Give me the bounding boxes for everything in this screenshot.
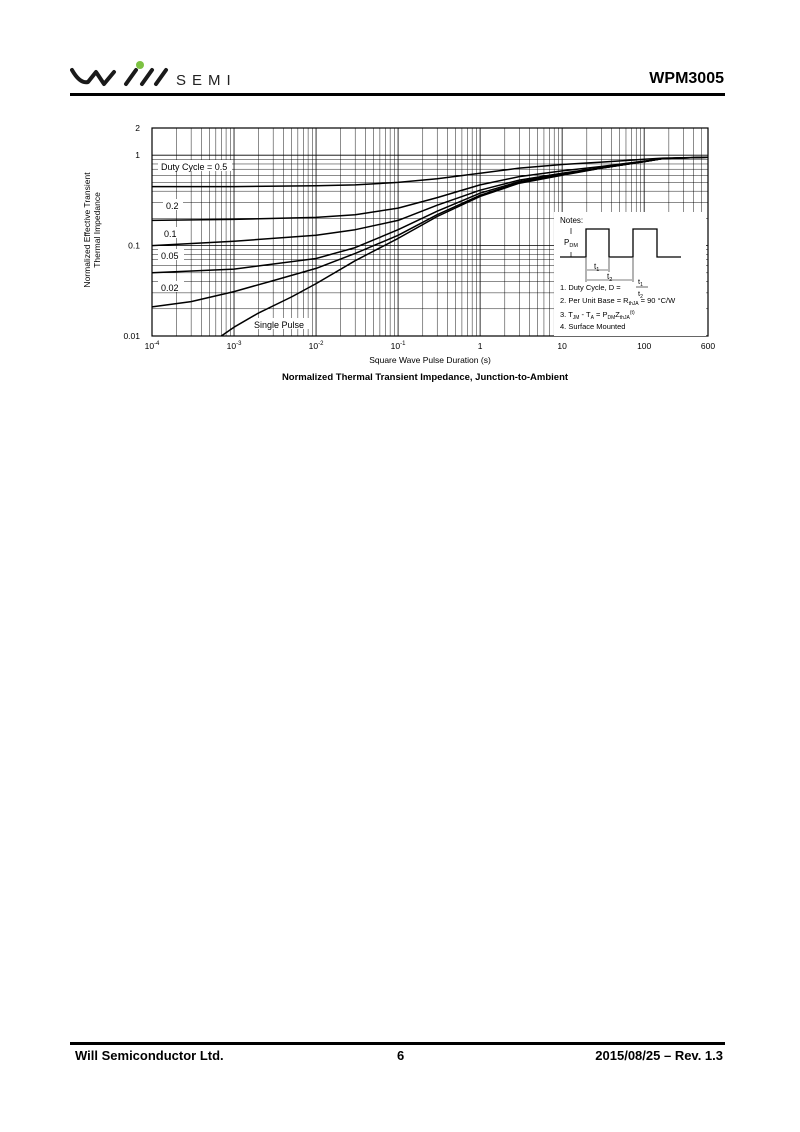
- header-divider: [70, 93, 725, 96]
- t1-label: t1: [594, 262, 599, 273]
- series-label-0-02: 0.02: [161, 283, 179, 293]
- x-tick-label: 1: [478, 341, 483, 351]
- note-1-denominator: t2: [638, 289, 643, 300]
- x-tick-label: 600: [701, 341, 715, 351]
- doc-title: WPM3005: [649, 70, 724, 87]
- series-line-5: [220, 156, 709, 337]
- page-header: SEMI WPM3005: [70, 60, 724, 96]
- y-tick-label: 0.01: [123, 331, 140, 341]
- series-label-single-pulse: Single Pulse: [254, 320, 304, 330]
- y-tick-label: 1: [135, 150, 140, 160]
- series-line-1: [151, 156, 709, 222]
- pdm-label: PDM: [564, 238, 578, 249]
- y-axis-label-line2: Thermal Impedance: [92, 192, 102, 268]
- brand-text: SEMI: [176, 72, 237, 89]
- footer-page-number: 6: [397, 1048, 405, 1063]
- x-tick-label: 10-2: [309, 341, 324, 351]
- note-1-numerator: t1: [638, 277, 643, 288]
- y-tick-label: 2: [135, 123, 140, 133]
- notes-box: Notes: PDM t1 t2 1. Duty Cycle, D = t1 t…: [554, 212, 706, 336]
- footer-divider: [70, 1042, 725, 1045]
- y-tick-label: 0.1: [128, 241, 140, 251]
- series-label-0-1: 0.1: [164, 229, 177, 239]
- x-tick-label: 10-1: [391, 341, 406, 351]
- note-3: 3. TJM - TA = PDMZthJA(t): [560, 310, 635, 321]
- plot-frame: [151, 127, 709, 337]
- thermal-impedance-chart: 10-4 10-3 10-2 10-1 1 10 100 600 0.01 0.1 1 2 Duty …: [82, 123, 715, 383]
- chart-title: Normalized Thermal Transient Impedance, …: [282, 372, 569, 383]
- x-tick-label: 10-4: [145, 341, 160, 351]
- series-layer: [151, 156, 709, 337]
- note-1: 1. Duty Cycle, D =: [560, 283, 621, 292]
- x-axis-label: Square Wave Pulse Duration (s): [369, 355, 491, 365]
- tick-labels: 10-4 10-3 10-2 10-1 1 10 100 600 0.01 0.1 1 2: [123, 123, 715, 351]
- series-label-0-5: Duty Cycle = 0.5: [161, 162, 227, 172]
- x-tick-label: 100: [637, 341, 651, 351]
- note-2: 2. Per Unit Base = RthJA = 90 °C/W: [560, 296, 676, 307]
- notes-heading: Notes:: [560, 216, 583, 225]
- t2-label: t2: [607, 272, 612, 283]
- y-axis-label-line1: Normalized Effective Transient: [82, 172, 92, 288]
- series-labels: Duty Cycle = 0.5 0.2 0.1 0.05 0.02 Singl…: [158, 160, 309, 330]
- footer-company: Will Semiconductor Ltd.: [75, 1048, 224, 1063]
- will-semi-logo-icon: [70, 61, 168, 86]
- note-4: 4. Surface Mounted: [560, 322, 625, 331]
- x-tick-label: 10: [557, 341, 567, 351]
- series-label-0-2: 0.2: [166, 201, 179, 211]
- series-line-0: [152, 156, 709, 188]
- series-label-0-05: 0.05: [161, 251, 179, 261]
- footer-date-rev: 2015/08/25 – Rev. 1.3: [595, 1048, 723, 1063]
- x-tick-label: 10-3: [227, 341, 242, 351]
- pulse-waveform: [560, 228, 681, 258]
